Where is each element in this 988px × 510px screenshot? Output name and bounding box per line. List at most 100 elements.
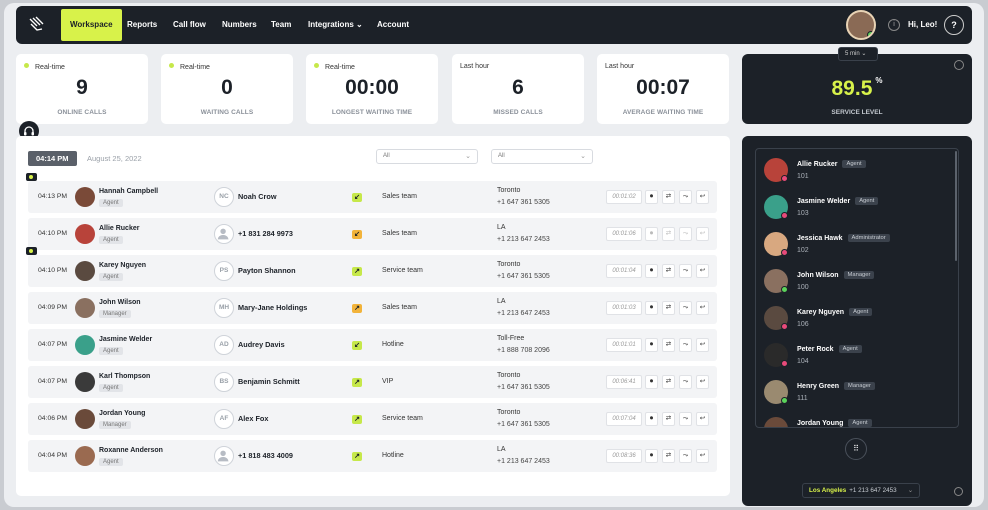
agent-role-badge: Agent	[842, 160, 866, 168]
merge-icon[interactable]: ⤳	[679, 338, 692, 352]
transfer-icon[interactable]: ⇄	[662, 190, 675, 204]
interval-select[interactable]: 5 min ⌄	[838, 47, 878, 61]
agent-list-item[interactable]: Karey Nguyen Agent 106	[764, 304, 954, 334]
hangup-icon[interactable]: ↩	[696, 264, 709, 278]
contact-name[interactable]: Benjamin Schmitt	[238, 377, 300, 386]
agent-list-item[interactable]: Jessica Hawk Administrator 102	[764, 230, 954, 260]
record-icon[interactable]: ⏺	[645, 412, 658, 426]
hangup-icon[interactable]: ↩	[696, 338, 709, 352]
hangup-icon[interactable]: ↩	[696, 449, 709, 463]
contact-name[interactable]: Mary-Jane Holdings	[238, 303, 308, 312]
nav-account[interactable]: Account	[377, 20, 409, 29]
agent-list-item[interactable]: Henry Green Manager 111	[764, 378, 954, 408]
hangup-icon[interactable]: ↩	[696, 227, 709, 241]
contact-name[interactable]: +1 818 483 4009	[238, 451, 293, 460]
table-row[interactable]: 04:04 PM Roxanne Anderson Agent +1 818 4…	[28, 440, 717, 472]
agent-name: Allie Rucker	[99, 225, 140, 232]
nav-team[interactable]: Team	[271, 20, 292, 29]
call-duration: 00:07:04	[606, 412, 642, 426]
agent-list-item[interactable]: Jasmine Welder Agent 103	[764, 193, 954, 223]
caller-phone: +1 213 647 2453	[497, 458, 550, 465]
merge-icon[interactable]: ⤳	[679, 375, 692, 389]
record-icon[interactable]: ⏺	[645, 449, 658, 463]
filter-select-1[interactable]: All ⌄	[376, 149, 478, 164]
transfer-icon[interactable]: ⇄	[662, 264, 675, 278]
merge-icon[interactable]: ⤳	[679, 227, 692, 241]
record-icon[interactable]: ⏺	[645, 227, 658, 241]
hangup-icon[interactable]: ↩	[696, 412, 709, 426]
hangup-icon[interactable]: ↩	[696, 375, 709, 389]
agent-role-badge: Agent	[838, 345, 862, 353]
transfer-icon[interactable]: ⇄	[662, 301, 675, 315]
chevron-down-icon: ⌄	[580, 153, 586, 160]
app-logo-icon[interactable]	[28, 16, 46, 34]
contact-name[interactable]: Payton Shannon	[238, 266, 296, 275]
filter-select-2[interactable]: All ⌄	[491, 149, 593, 164]
table-row[interactable]: 04:06 PM Jordan Young Manager AF Alex Fo…	[28, 403, 717, 435]
contact-name[interactable]: Alex Fox	[238, 414, 269, 423]
call-direction-icon: ↗	[352, 267, 362, 276]
gear-icon[interactable]	[954, 60, 964, 70]
record-icon[interactable]: ⏺	[645, 338, 658, 352]
outbound-line-select[interactable]: Los Angeles +1 213 647 2453 ⌄	[802, 483, 920, 498]
agent-extension: 106	[797, 321, 809, 328]
contact-avatar: MH	[214, 298, 234, 318]
transfer-icon[interactable]: ⇄	[662, 412, 675, 426]
agents-scrollbar[interactable]	[955, 151, 957, 261]
record-icon[interactable]: ⏺	[645, 190, 658, 204]
merge-icon[interactable]: ⤳	[679, 449, 692, 463]
transfer-icon[interactable]: ⇄	[662, 227, 675, 241]
record-icon[interactable]: ⏺	[645, 301, 658, 315]
call-team: Hotline	[382, 341, 404, 348]
table-row[interactable]: 04:10 PM Allie Rucker Agent +1 831 284 9…	[28, 218, 717, 250]
calls-panel: 04:14 PM August 25, 2022 All ⌄ All ⌄ 04:13…	[16, 136, 730, 496]
help-icon[interactable]: ?	[944, 15, 964, 35]
line-number: +1 213 647 2453	[849, 487, 897, 494]
agent-name: Henry Green Manager	[797, 382, 875, 390]
call-direction-icon: ↗	[352, 378, 362, 387]
table-row[interactable]: 04:13 PM Hannah Campbell Agent NC Noah C…	[26, 173, 717, 213]
line-city: Los Angeles	[809, 487, 847, 494]
call-team: Service team	[382, 415, 423, 422]
info-icon[interactable]: i	[888, 19, 900, 31]
contact-name[interactable]: Audrey Davis	[238, 340, 285, 349]
agent-list-item[interactable]: Jordan Young Agent	[764, 415, 954, 427]
nav-numbers[interactable]: Numbers	[222, 20, 257, 29]
record-icon[interactable]: ⏺	[645, 264, 658, 278]
table-row[interactable]: 04:09 PM John Wilson Manager MH Mary-Jan…	[28, 292, 717, 324]
agent-name: John Wilson	[99, 299, 141, 306]
hangup-icon[interactable]: ↩	[696, 301, 709, 315]
caller-city: Toronto	[497, 409, 521, 416]
agent-list-item[interactable]: John Wilson Manager 100	[764, 267, 954, 297]
transfer-icon[interactable]: ⇄	[662, 338, 675, 352]
merge-icon[interactable]: ⤳	[679, 190, 692, 204]
agent-name: Allie Rucker Agent	[797, 160, 866, 168]
agent-list-item[interactable]: Peter Rock Agent 104	[764, 341, 954, 371]
hangup-icon[interactable]: ↩	[696, 190, 709, 204]
merge-icon[interactable]: ⤳	[679, 264, 692, 278]
nav-call-flow[interactable]: Call flow	[173, 20, 206, 29]
caller-phone: +1 647 361 5305	[497, 199, 550, 206]
record-icon[interactable]: ⏺	[645, 375, 658, 389]
stat-label: Last hour	[605, 63, 635, 70]
merge-icon[interactable]: ⤳	[679, 412, 692, 426]
nav-reports[interactable]: Reports	[127, 20, 158, 29]
transfer-icon[interactable]: ⇄	[662, 449, 675, 463]
agent-avatar	[764, 417, 788, 427]
gear-icon[interactable]	[954, 487, 963, 496]
stat-caption: ONLINE CALLS	[57, 109, 107, 116]
user-avatar[interactable]	[846, 10, 876, 40]
nav-integrations[interactable]: Integrations ⌄	[308, 20, 363, 29]
table-row[interactable]: 04:07 PM Jasmine Welder Agent AD Audrey …	[28, 329, 717, 361]
nav-workspace[interactable]: Workspace	[61, 9, 122, 41]
transfer-icon[interactable]: ⇄	[662, 375, 675, 389]
call-direction-icon: ↙	[352, 193, 362, 202]
call-duration: 00:01:01	[606, 338, 642, 352]
contact-name[interactable]: +1 831 284 9973	[238, 229, 293, 238]
dialpad-icon[interactable]: ⠿	[845, 438, 867, 460]
agent-list-item[interactable]: Allie Rucker Agent 101	[764, 156, 954, 186]
table-row[interactable]: 04:07 PM Karl Thompson Agent BS Benjamin…	[28, 366, 717, 398]
contact-name[interactable]: Noah Crow	[238, 192, 277, 201]
merge-icon[interactable]: ⤳	[679, 301, 692, 315]
table-row[interactable]: 04:10 PM Karey Nguyen Agent PS Payton Sh…	[26, 247, 717, 287]
